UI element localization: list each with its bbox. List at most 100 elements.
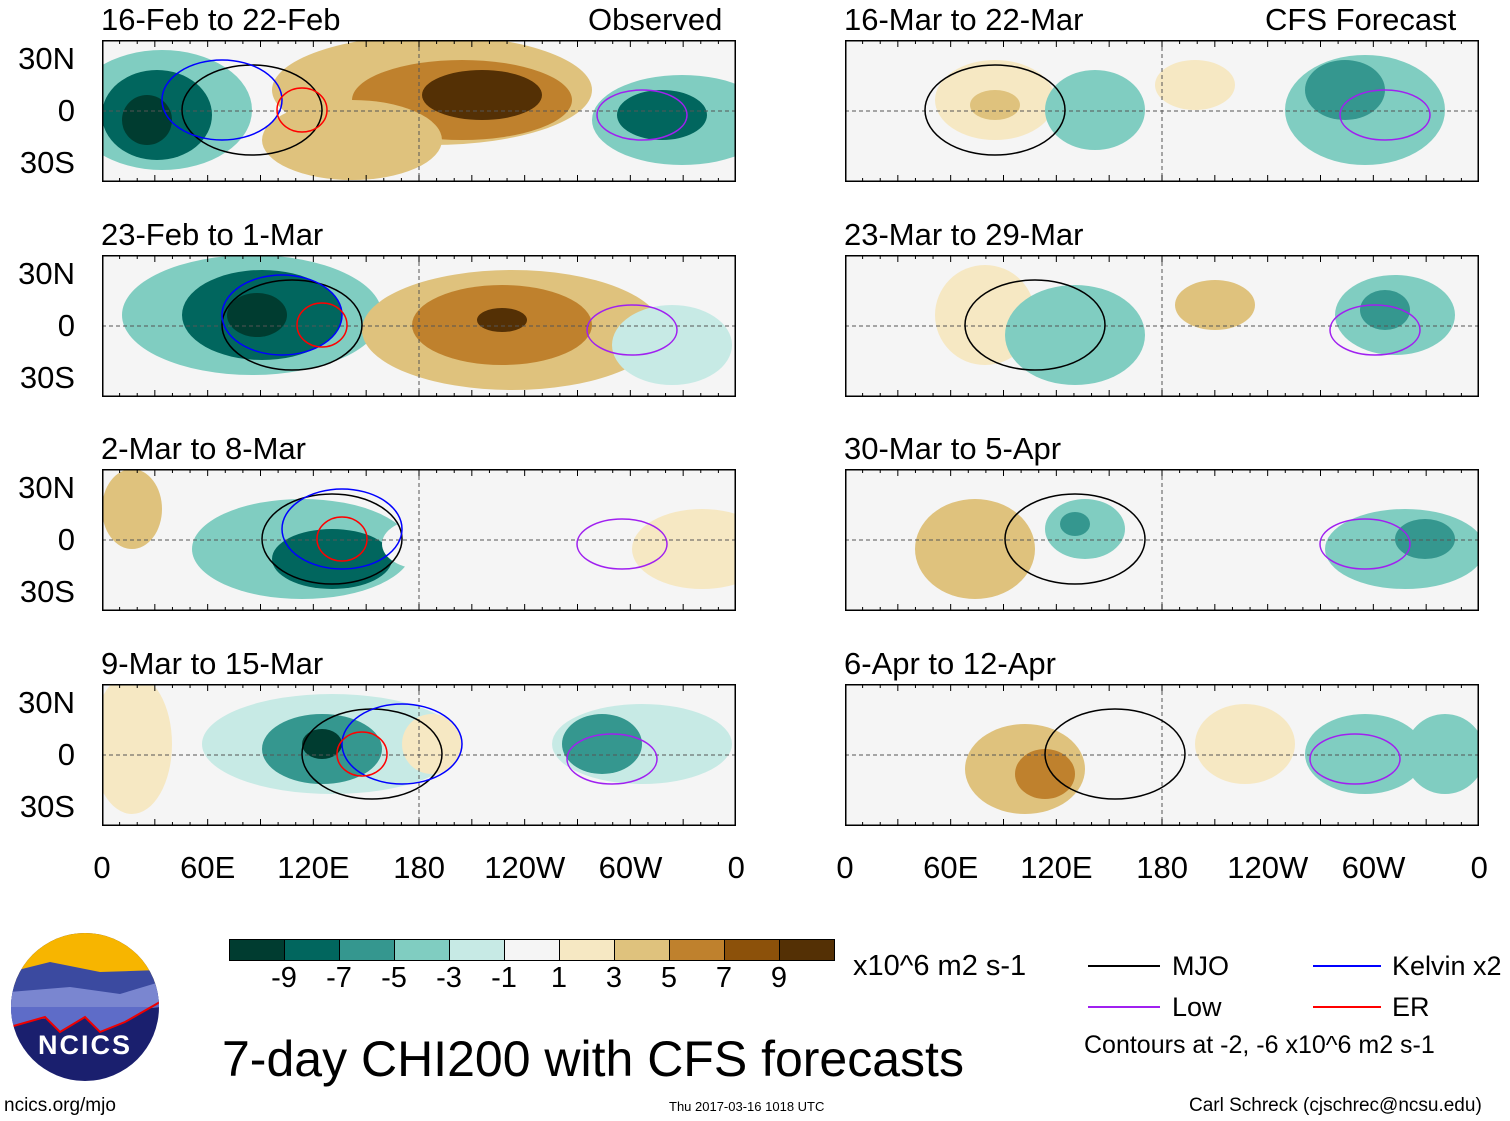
colorbar-cell xyxy=(779,939,835,961)
kelvin-contour xyxy=(341,703,463,785)
x-tick-label: 60W xyxy=(1341,850,1406,885)
y-tick-label: 30S xyxy=(19,145,75,180)
legend-line-kelvin xyxy=(1313,965,1381,967)
colorbar-cell xyxy=(339,939,395,961)
y-tick-label: 0 xyxy=(57,522,75,557)
panel-title: 16-Feb to 22-Feb xyxy=(101,2,341,37)
er-contour xyxy=(296,302,348,348)
map-panel xyxy=(102,255,736,397)
x-tick-label: 60E xyxy=(923,850,979,885)
colorbar-label: 1 xyxy=(550,962,568,994)
anomaly-region xyxy=(1395,519,1455,559)
x-tick-label: 120E xyxy=(1020,850,1093,885)
x-tick-label: 0 xyxy=(93,850,111,885)
ncics-logo: NCICS xyxy=(11,933,159,1081)
panel-title: 16-Mar to 22-Mar xyxy=(844,2,1084,37)
legend-label-er: ER xyxy=(1392,992,1430,1022)
anomaly-region xyxy=(1360,290,1410,330)
panel-title: 2-Mar to 8-Mar xyxy=(101,431,306,466)
er-contour xyxy=(336,731,388,777)
y-tick-label: 30S xyxy=(19,789,75,824)
legend-line-er xyxy=(1313,1006,1381,1008)
mjo-contour xyxy=(924,64,1066,156)
low-contour xyxy=(1319,518,1411,570)
map-panel xyxy=(845,40,1479,182)
map-panel xyxy=(102,684,736,826)
mjo-contour xyxy=(221,279,363,371)
colorbar-cell xyxy=(449,939,505,961)
mjo-contour xyxy=(964,279,1106,371)
forecast-header: CFS Forecast xyxy=(1265,2,1457,37)
anomaly-region xyxy=(1060,512,1090,536)
contour-note: Contours at -2, -6 x10^6 m2 s-1 xyxy=(1084,1031,1435,1059)
anomaly-region xyxy=(402,714,462,774)
colorbar-cell xyxy=(724,939,780,961)
colorbar-label: 3 xyxy=(605,962,623,994)
low-contour xyxy=(576,518,668,570)
y-tick-label: 30S xyxy=(19,360,75,395)
y-tick-label: 30N xyxy=(18,41,75,76)
er-contour xyxy=(316,516,368,562)
x-tick-label: 0 xyxy=(836,850,854,885)
timestamp: Thu 2017-03-16 1018 UTC xyxy=(669,1099,825,1114)
anomaly-region xyxy=(970,90,1020,120)
anomaly-region xyxy=(562,714,642,774)
kelvin-contour xyxy=(221,274,343,356)
colorbar-cell xyxy=(614,939,670,961)
legend-label-low: Low xyxy=(1172,992,1222,1022)
map-panel xyxy=(102,469,736,611)
x-tick-label: 180 xyxy=(1136,850,1188,885)
y-tick-label: 30N xyxy=(18,256,75,291)
x-tick-label: 120W xyxy=(484,850,566,885)
colorbar-label: -1 xyxy=(491,962,517,994)
svg-text:NCICS: NCICS xyxy=(38,1030,132,1060)
low-contour xyxy=(586,304,678,356)
x-tick-label: 120E xyxy=(277,850,350,885)
panel-title: 9-Mar to 15-Mar xyxy=(101,646,324,681)
anomaly-region xyxy=(1005,285,1145,385)
map-panel xyxy=(845,469,1479,611)
x-tick-label: 60E xyxy=(180,850,236,885)
legend-label-mjo: MJO xyxy=(1172,951,1229,981)
low-contour xyxy=(1339,89,1431,141)
x-tick-label: 0 xyxy=(1470,850,1488,885)
er-contour xyxy=(276,87,328,133)
low-contour xyxy=(1309,733,1401,785)
observed-header: Observed xyxy=(588,2,723,37)
kelvin-contour xyxy=(281,488,403,570)
legend-line-mjo xyxy=(1088,965,1160,967)
anomaly-region xyxy=(122,95,172,145)
site-link[interactable]: ncics.org/mjo xyxy=(4,1095,116,1116)
anomaly-region xyxy=(1305,714,1425,794)
x-tick-label: 0 xyxy=(727,850,745,885)
y-tick-label: 0 xyxy=(57,308,75,343)
mjo-contour xyxy=(1044,708,1186,800)
colorbar-cell xyxy=(559,939,615,961)
y-tick-label: 30S xyxy=(19,574,75,609)
kelvin-contour xyxy=(161,59,283,141)
colorbar-label: 5 xyxy=(660,962,678,994)
colorbar-label: 7 xyxy=(715,962,733,994)
anomaly-region xyxy=(442,509,562,569)
anomaly-region xyxy=(1405,714,1479,794)
anomaly-region xyxy=(612,305,732,385)
anomaly-region xyxy=(617,90,707,140)
figure-title: 7-day CHI200 with CFS forecasts xyxy=(222,1031,964,1087)
anomaly-region xyxy=(262,100,442,180)
anomaly-region xyxy=(1305,60,1385,120)
anomaly-region xyxy=(1175,280,1255,330)
anomaly-region xyxy=(1045,70,1145,150)
map-panel xyxy=(845,255,1479,397)
map-panel xyxy=(102,40,736,182)
anomaly-region xyxy=(422,70,542,120)
anomaly-region xyxy=(1015,749,1075,799)
anomaly-region xyxy=(477,308,527,332)
legend-label-kelvin: Kelvin x2 xyxy=(1392,951,1502,981)
x-tick-label: 60W xyxy=(598,850,663,885)
low-contour xyxy=(596,89,688,141)
colorbar-label: -3 xyxy=(436,962,462,994)
panel-title: 30-Mar to 5-Apr xyxy=(844,431,1062,466)
mjo-contour xyxy=(1004,493,1146,585)
colorbar-cell xyxy=(284,939,340,961)
